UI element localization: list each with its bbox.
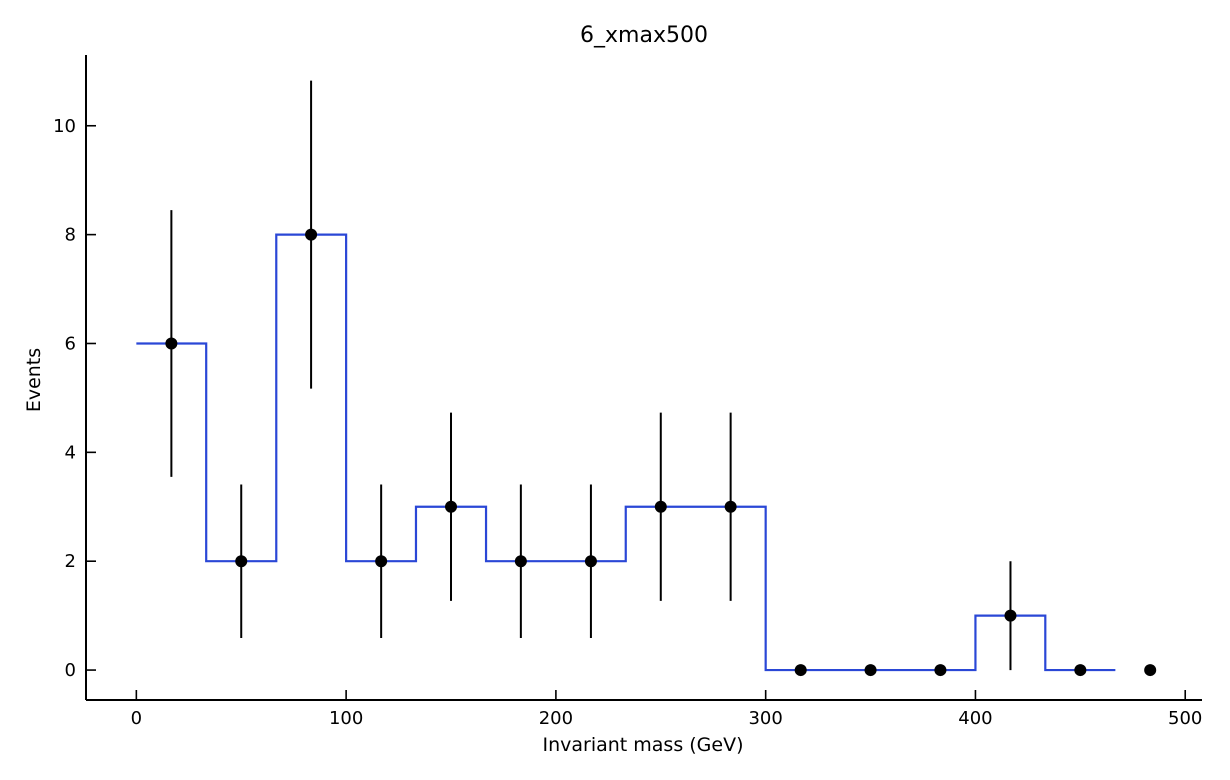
data-point — [864, 664, 877, 677]
data-point — [1144, 664, 1157, 677]
x-tick-label: 200 — [539, 708, 573, 729]
chart-title: 6_xmax500 — [580, 23, 708, 48]
histogram-series — [136, 233, 1116, 672]
y-tick-label: 10 — [53, 116, 76, 137]
data-point — [235, 555, 248, 568]
data-point — [584, 555, 597, 568]
y-tick-label: 6 — [65, 333, 76, 354]
data-points-series — [165, 80, 1157, 677]
data-point — [654, 500, 667, 513]
y-tick-label: 0 — [65, 660, 76, 681]
data-point — [375, 555, 388, 568]
x-tick-label: 500 — [1168, 708, 1202, 729]
data-point — [305, 228, 318, 241]
y-tick-label: 2 — [65, 551, 76, 572]
data-point — [165, 337, 178, 350]
y-axis-title: Events — [23, 348, 45, 412]
data-point — [514, 555, 527, 568]
axes: 0 100 200 300 400 500 0 2 4 6 8 10 — [53, 55, 1202, 729]
x-tick-label: 0 — [131, 708, 142, 729]
data-point — [934, 664, 947, 677]
data-point — [724, 500, 737, 513]
x-tick-label: 100 — [329, 708, 363, 729]
y-tick-label: 8 — [65, 225, 76, 246]
y-tick-label: 4 — [65, 442, 76, 463]
data-point — [794, 664, 807, 677]
data-point — [1074, 664, 1087, 677]
x-axis-title: Invariant mass (GeV) — [542, 734, 743, 756]
data-point — [445, 500, 458, 513]
x-tick-label: 300 — [748, 708, 782, 729]
histogram-step-line — [136, 233, 1116, 672]
x-tick-label: 400 — [958, 708, 992, 729]
data-point — [1004, 609, 1017, 622]
